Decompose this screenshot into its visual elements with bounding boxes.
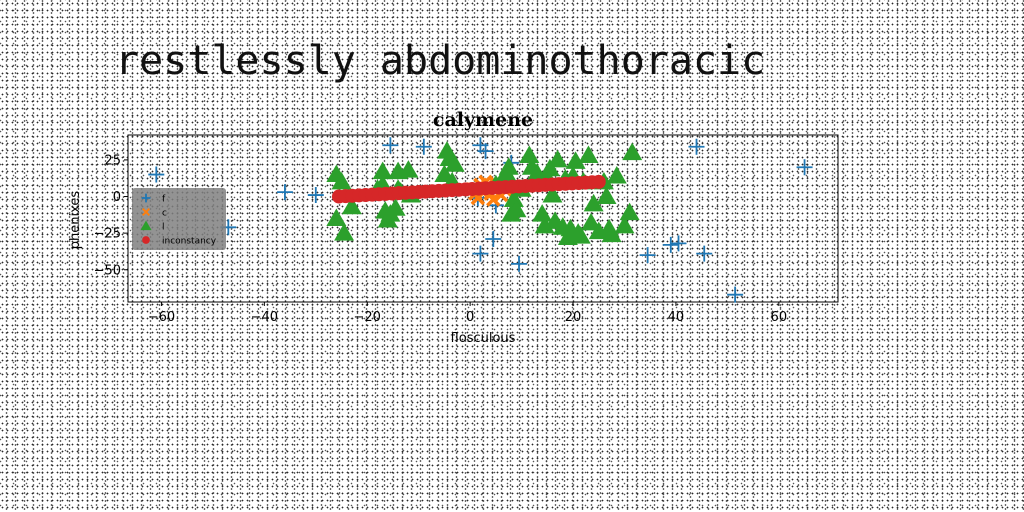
data-point — [519, 146, 539, 164]
data-point — [148, 167, 164, 183]
data-point — [416, 139, 432, 155]
series-layer — [148, 137, 812, 302]
series-inconstancy — [332, 175, 606, 204]
data-point — [620, 203, 640, 221]
y-tick-label: 0 — [113, 190, 121, 205]
data-point — [382, 137, 398, 153]
data-point — [326, 209, 346, 227]
x-tick-label: 20 — [565, 310, 582, 325]
data-point — [671, 235, 687, 251]
x-tick-label: 40 — [668, 310, 685, 325]
data-point — [532, 204, 552, 222]
plot-area — [128, 135, 838, 302]
data-point — [578, 146, 598, 164]
x-tick-label: −40 — [251, 310, 278, 325]
y-tick-label: 25 — [104, 153, 121, 168]
data-point — [472, 246, 488, 262]
data-point — [592, 175, 606, 189]
legend-label: inconstancy — [162, 237, 217, 247]
data-point — [696, 246, 712, 262]
y-tick-label: −50 — [94, 263, 121, 278]
data-point — [727, 287, 743, 303]
series-f — [148, 137, 812, 302]
data-point — [607, 166, 627, 184]
data-point — [511, 256, 527, 272]
y-axis-label: phenixes — [68, 191, 83, 250]
x-tick-label: 0 — [466, 310, 474, 325]
x-tick-label: 60 — [771, 310, 788, 325]
data-point — [622, 143, 642, 161]
legend-label: l — [162, 223, 165, 233]
y-axis: 25 0 −25 −50 — [94, 153, 128, 278]
legend-label: c — [162, 209, 167, 219]
data-point — [640, 247, 656, 263]
data-point — [277, 184, 293, 200]
x-axis: −60 −40 −20 0 20 40 60 — [148, 302, 787, 325]
data-point — [485, 231, 501, 247]
data-point — [797, 159, 813, 175]
x-tick-label: −60 — [148, 310, 175, 325]
data-point — [689, 139, 705, 155]
data-point — [142, 236, 150, 244]
chart-title: calymene — [433, 109, 533, 131]
data-point — [308, 187, 324, 203]
y-tick-label: −25 — [94, 227, 121, 242]
data-point — [499, 157, 519, 175]
data-point — [548, 150, 568, 168]
x-tick-label: −20 — [354, 310, 381, 325]
data-point — [663, 237, 679, 253]
x-axis-label: flosculous — [451, 331, 516, 346]
